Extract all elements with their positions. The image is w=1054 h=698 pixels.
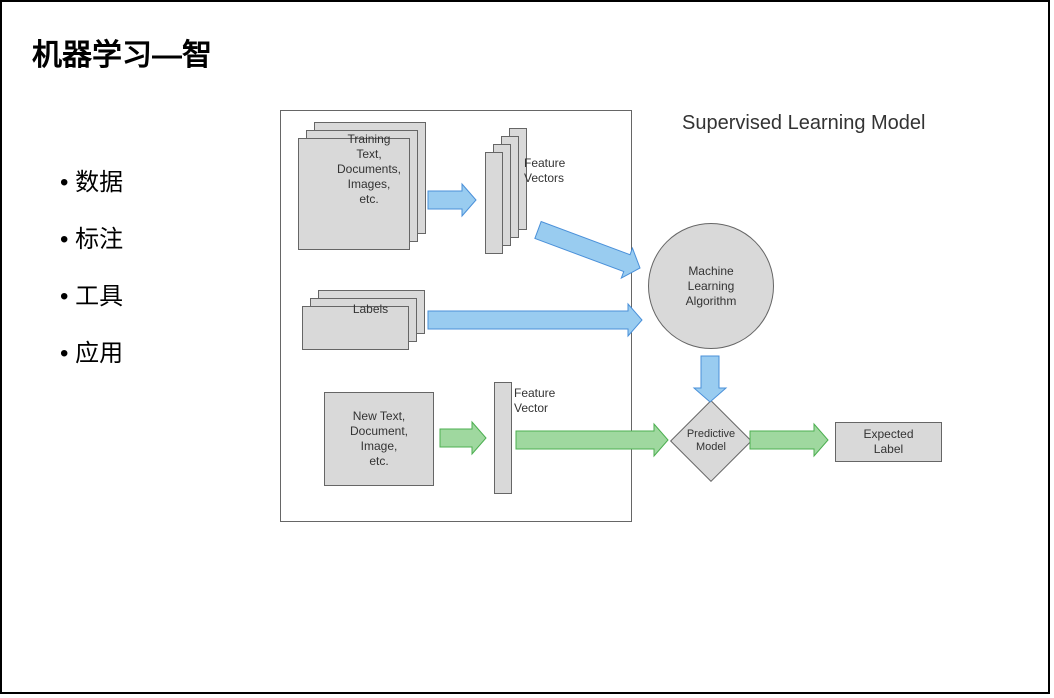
new-input-box: New Text,Document,Image,etc. [324, 392, 434, 486]
expected-label-box: ExpectedLabel [835, 422, 942, 462]
bullet-item: 应用 [60, 333, 123, 368]
bullet-list: 数据 标注 工具 应用 [60, 162, 123, 390]
supervised-learning-diagram: TrainingText,Documents,Images,etc. Featur… [280, 110, 1010, 530]
feature-vectors-label: FeatureVectors [524, 156, 594, 186]
slide-frame: 机器学习—智 数据 标注 工具 应用 Supervised Learning M… [0, 0, 1050, 694]
feature-vector-label: FeatureVector [514, 386, 584, 416]
slide-title: 机器学习—智 [32, 30, 212, 74]
labels-label: Labels [318, 302, 423, 317]
training-data-label: TrainingText,Documents,Images,etc. [314, 132, 424, 207]
arrow-pred-to-expected [750, 424, 828, 456]
arrow-ml-to-pred [694, 356, 726, 402]
predictive-model-diamond: PredictiveModel [670, 400, 752, 482]
ml-algorithm-circle: MachineLearningAlgorithm [648, 223, 774, 349]
bullet-item: 工具 [60, 276, 123, 311]
bullet-item: 数据 [60, 162, 123, 197]
bullet-item: 标注 [60, 219, 123, 254]
